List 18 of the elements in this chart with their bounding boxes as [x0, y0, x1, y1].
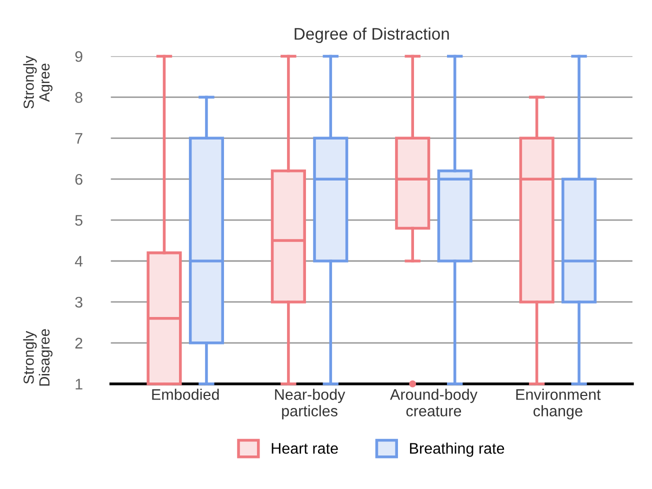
text: Strongly Disagree [23, 329, 52, 386]
chart-title: Degree of Distraction [294, 27, 449, 44]
text: Strongly Agree [23, 56, 52, 109]
y-tick-label: 5 [75, 215, 82, 226]
y-tick-label: 4 [74, 256, 83, 267]
x-tick-label: Near-body particles [275, 388, 346, 420]
y-tick-label: 2 [75, 338, 82, 348]
y-tick-label: 1 [76, 378, 82, 390]
y-tick-label: 3 [75, 296, 82, 308]
legend-label: Breathing rate [410, 442, 504, 457]
y-tick-label: 6 [75, 174, 82, 185]
x-tick-label: Environment change [516, 388, 601, 420]
x-tick-label: Embodied [152, 388, 219, 400]
y-tick-label: 7 [75, 133, 82, 144]
legend-label: Heart rate [272, 443, 338, 454]
y-tick-label: 8 [75, 92, 82, 103]
y-tick-label: 9 [75, 51, 82, 62]
x-tick-label: Around-body creature [390, 388, 478, 416]
